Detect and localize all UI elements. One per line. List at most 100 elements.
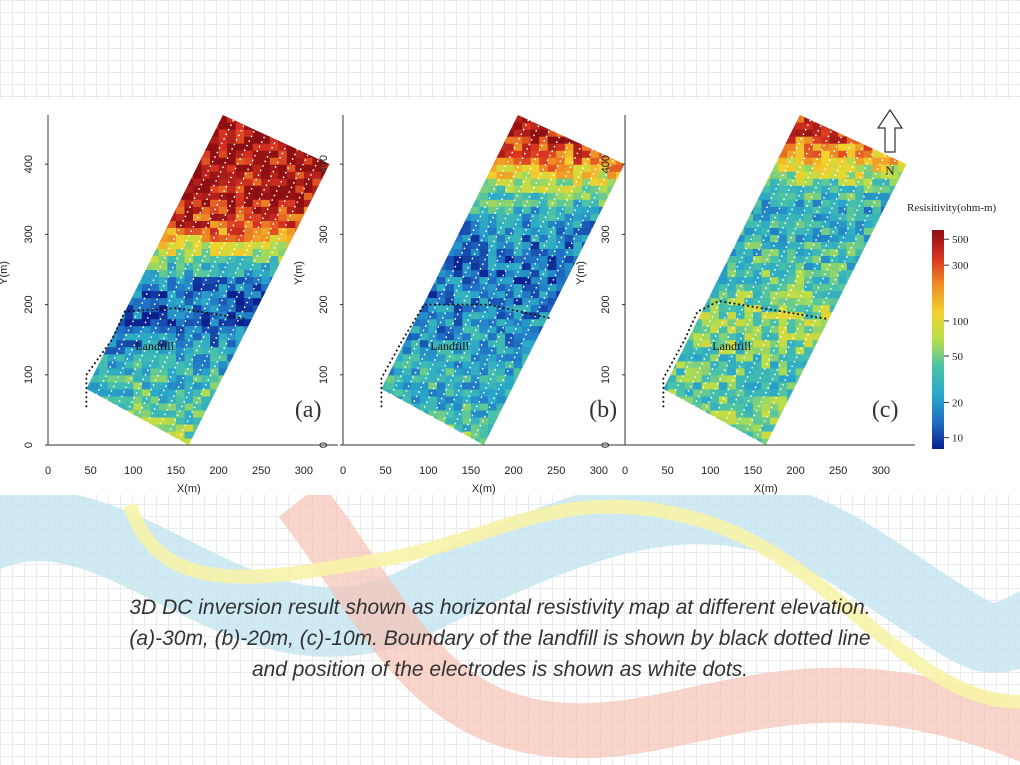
heatmap-cell [744, 262, 754, 271]
heatmap-cell [445, 129, 455, 137]
heatmap-cell [693, 381, 703, 390]
heatmap-cell [269, 129, 279, 137]
heatmap-cell [710, 262, 720, 271]
heatmap-cell [787, 360, 797, 369]
heatmap-cell [496, 339, 506, 348]
heatmap-cell [573, 353, 583, 362]
heatmap-cell [547, 437, 557, 445]
heatmap-cell [462, 143, 472, 151]
heatmap-cell [701, 283, 711, 292]
heatmap-cell [184, 353, 194, 362]
heatmap-cell [244, 248, 254, 257]
heatmap-cell [513, 143, 523, 151]
heatmap-cell [855, 192, 865, 200]
heatmap-cell [90, 143, 100, 151]
heatmap-cell [573, 437, 583, 445]
heatmap-cell [804, 283, 814, 292]
heatmap-cell [607, 122, 617, 130]
heatmap-cell [303, 171, 314, 179]
heatmap-cell [676, 262, 686, 271]
heatmap-cell [505, 283, 515, 292]
heatmap-cell [615, 388, 625, 397]
heatmap-cell [428, 185, 438, 193]
heatmap-cell [158, 360, 169, 369]
heatmap-cell [522, 220, 532, 228]
heatmap-cell [269, 115, 279, 123]
heatmap-cell [133, 353, 143, 362]
heatmap-cell [227, 269, 237, 278]
heatmap-cell [590, 213, 600, 221]
heatmap-cell [158, 332, 169, 341]
heatmap-cell [453, 199, 464, 207]
heatmap-cell [505, 199, 515, 207]
heatmap-cell [453, 367, 464, 376]
heatmap-cell [252, 395, 262, 404]
heatmap-cell [244, 143, 254, 151]
heatmap-cell [581, 290, 591, 299]
heatmap-cell [210, 227, 220, 235]
heatmap-cell [624, 403, 633, 411]
heatmap-cell [581, 122, 591, 130]
heatmap-cell [855, 430, 865, 439]
heatmap-cell [846, 171, 856, 179]
heatmap-cell [133, 381, 143, 390]
heatmap-cell [889, 185, 899, 193]
heatmap-cell [615, 402, 625, 411]
heatmap-cell [488, 388, 498, 397]
heatmap-cell [278, 185, 288, 193]
heatmap-cell [261, 143, 271, 151]
heatmap-cell [906, 403, 915, 411]
heatmap-cell [812, 339, 822, 348]
heatmap-cell [116, 346, 126, 355]
heatmap-cell [227, 206, 237, 214]
heatmap-cell [278, 227, 288, 235]
heatmap-cell [411, 171, 421, 179]
heatmap-cell [227, 423, 237, 432]
heatmap-cell [116, 409, 126, 418]
heatmap-cell [564, 381, 574, 390]
heatmap-cell [667, 234, 677, 242]
heatmap-cell [133, 241, 143, 250]
heatmap-cell [863, 374, 873, 383]
heatmap-cell [556, 297, 566, 306]
heatmap-cell [505, 213, 515, 221]
heatmap-cell [701, 115, 711, 123]
heatmap-cell [496, 283, 506, 292]
heatmap-cell [295, 129, 305, 137]
heatmap-cell [846, 185, 856, 193]
heatmap-cell [428, 143, 438, 151]
heatmap-cell [201, 339, 211, 348]
heatmap-cell [269, 374, 279, 383]
heatmap-cell [598, 192, 609, 200]
heatmap-cell [303, 262, 314, 271]
heatmap-cell [402, 388, 412, 397]
heatmap-cell [150, 430, 160, 439]
heatmap-cell [846, 276, 856, 285]
heatmap-cell [530, 409, 540, 418]
heatmap-cell [838, 353, 848, 362]
heatmap-cell [479, 374, 489, 383]
heatmap-cell [522, 409, 532, 418]
heatmap-cell [381, 115, 387, 123]
heatmap-cell [133, 150, 143, 158]
heatmap-cell [394, 381, 404, 390]
heatmap-cell [607, 346, 617, 355]
heatmap-cell [86, 311, 92, 320]
heatmap-cell [897, 339, 907, 348]
heatmap-cell [863, 318, 873, 327]
heatmap-cell [99, 311, 109, 320]
heatmap-cell [158, 213, 169, 221]
heatmap-cell [624, 368, 633, 376]
heatmap-cell [133, 206, 143, 214]
heatmap-cell [295, 122, 305, 130]
heatmap-cell [210, 381, 220, 390]
heatmap-cell [462, 276, 472, 285]
heatmap-cell [684, 367, 694, 376]
heatmap-cell [107, 339, 117, 348]
heatmap-cell [821, 423, 831, 432]
heatmap-cell [436, 220, 446, 228]
heatmap-cell [676, 304, 686, 313]
heatmap-cell [312, 332, 322, 341]
electrode-line [157, 148, 299, 429]
heatmap-cell [107, 248, 117, 257]
